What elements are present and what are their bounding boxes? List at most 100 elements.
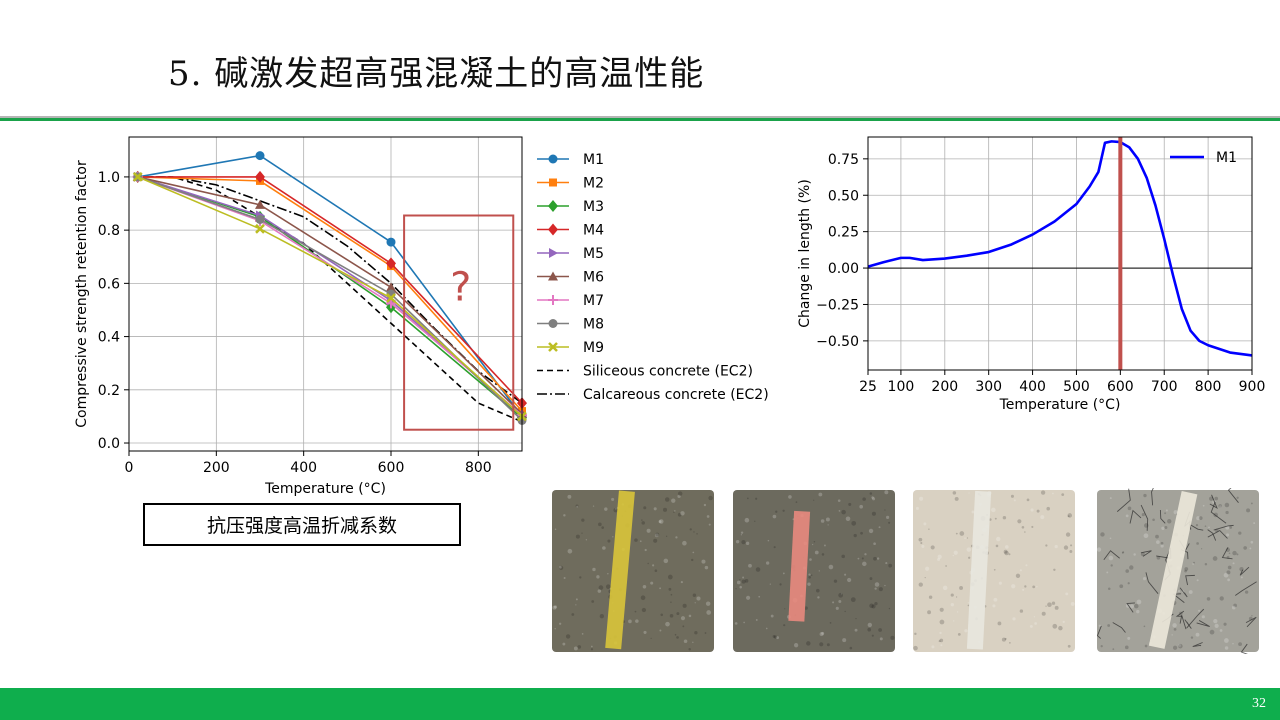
surface-speckle xyxy=(878,526,881,529)
data-point-m1 xyxy=(386,237,396,247)
surface-speckle xyxy=(688,648,691,651)
surface-speckle xyxy=(741,540,746,545)
y-tick-label: 0.0 xyxy=(98,436,120,452)
surface-speckle xyxy=(1063,545,1069,550)
surface-speckle xyxy=(755,619,758,621)
surface-speckle xyxy=(676,612,680,616)
surface-speckle xyxy=(1127,636,1131,640)
surface-speckle xyxy=(1070,601,1075,606)
surface-speckle xyxy=(1173,510,1178,515)
surface-speckle xyxy=(770,614,774,618)
surface-speckle xyxy=(1112,648,1115,651)
surface-speckle xyxy=(1017,519,1022,524)
surface-speckle xyxy=(1067,515,1070,518)
surface-speckle xyxy=(829,622,832,624)
surface-speckle xyxy=(643,506,647,510)
surface-speckle xyxy=(1236,496,1239,499)
surface-speckle xyxy=(646,528,651,533)
surface-speckle xyxy=(857,557,860,560)
surface-speckle xyxy=(874,582,880,587)
surface-speckle xyxy=(1069,550,1073,553)
surface-speckle xyxy=(565,634,571,639)
paint-stripe xyxy=(966,490,992,650)
surface-speckle xyxy=(920,541,923,545)
surface-speckle xyxy=(1067,513,1073,518)
title-divider xyxy=(0,116,1280,118)
surface-speckle xyxy=(1250,502,1253,505)
surface-crack xyxy=(1151,488,1154,506)
surface-speckle xyxy=(682,540,687,546)
surface-speckle xyxy=(1015,573,1021,578)
surface-speckle xyxy=(928,595,933,599)
y-tick-label: 0.2 xyxy=(98,383,120,399)
surface-speckle xyxy=(1010,494,1014,498)
surface-speckle xyxy=(1107,624,1111,627)
surface-speckle xyxy=(581,532,583,534)
surface-speckle xyxy=(562,642,566,646)
surface-speckle xyxy=(939,619,945,625)
surface-speckle xyxy=(953,550,958,555)
surface-speckle xyxy=(828,564,834,570)
surface-speckle xyxy=(1051,601,1056,605)
legend-label: M7 xyxy=(583,293,604,309)
surface-speckle xyxy=(806,641,811,646)
surface-speckle xyxy=(967,602,969,604)
surface-speckle xyxy=(755,497,758,500)
surface-speckle xyxy=(662,507,668,512)
surface-crack xyxy=(1140,504,1149,531)
surface-speckle xyxy=(579,576,582,579)
surface-crack xyxy=(1221,547,1233,560)
surface-speckle xyxy=(954,496,959,501)
surface-speckle xyxy=(641,521,645,525)
surface-speckle xyxy=(1029,624,1033,628)
surface-speckle xyxy=(888,563,893,568)
x-tick-label: 300 xyxy=(975,379,1002,395)
surface-speckle xyxy=(1161,526,1165,530)
surface-speckle xyxy=(653,507,657,511)
surface-speckle xyxy=(860,531,863,535)
paint-stripe xyxy=(788,510,811,622)
legend-label: M1 xyxy=(1216,150,1237,166)
surface-speckle xyxy=(872,497,876,501)
surface-speckle xyxy=(1124,645,1129,650)
surface-speckle xyxy=(704,632,707,634)
legend-label: M8 xyxy=(583,317,604,333)
surface-speckle xyxy=(851,520,857,526)
surface-speckle xyxy=(1236,553,1239,556)
surface-speckle xyxy=(959,531,965,536)
surface-speckle xyxy=(1012,617,1016,621)
surface-crack xyxy=(1213,524,1234,531)
surface-speckle xyxy=(840,593,843,595)
surface-speckle xyxy=(812,543,814,546)
surface-speckle xyxy=(641,519,643,521)
surface-speckle xyxy=(1214,496,1219,501)
surface-speckle xyxy=(653,538,658,543)
surface-speckle xyxy=(644,548,647,552)
surface-speckle xyxy=(1053,568,1056,572)
surface-speckle xyxy=(559,565,562,569)
surface-speckle xyxy=(655,532,660,537)
surface-speckle xyxy=(599,614,605,619)
surface-speckle xyxy=(563,514,566,517)
specimen-surface xyxy=(913,490,1075,652)
surface-crack xyxy=(1112,622,1126,633)
surface-crack xyxy=(1210,501,1227,524)
surface-speckle xyxy=(832,601,835,604)
surface-speckle xyxy=(838,509,841,512)
surface-speckle xyxy=(854,628,858,632)
legend-label: M4 xyxy=(583,223,604,239)
surface-speckle xyxy=(971,510,975,514)
surface-speckle xyxy=(915,506,919,510)
surface-speckle xyxy=(998,581,1002,585)
specimen-surface xyxy=(552,490,714,652)
surface-speckle xyxy=(1121,551,1124,554)
y-tick-label: 0.4 xyxy=(98,330,120,346)
surface-speckle xyxy=(1040,490,1046,495)
surface-speckle xyxy=(735,539,740,544)
x-tick-label: 200 xyxy=(931,379,958,395)
surface-speckle xyxy=(1024,531,1026,533)
surface-speckle xyxy=(1110,564,1113,567)
strength-retention-chart: 0 200 400 600 800 0.0 0.2 0.4 0.6 0.8 1.0 Temperatu… xyxy=(74,136,769,497)
surface-crack xyxy=(1096,625,1102,639)
surface-crack xyxy=(1207,529,1217,541)
